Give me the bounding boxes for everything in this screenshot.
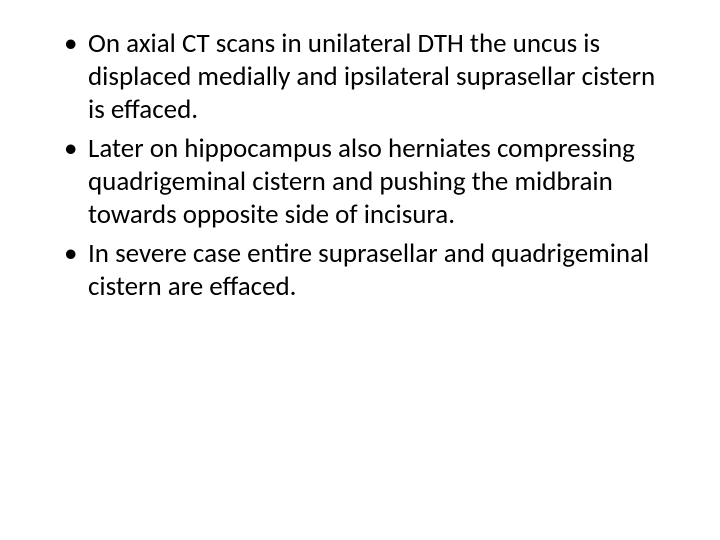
bullet-text: In severe case entire suprasellar and qu…	[88, 237, 649, 303]
bullet-text: Later on hippocampus also herniates comp…	[88, 132, 635, 231]
bullet-text: On axial CT scans in unilateral DTH the …	[88, 27, 655, 126]
list-item: On axial CT scans in unilateral DTH the …	[60, 28, 660, 127]
slide: On axial CT scans in unilateral DTH the …	[0, 0, 720, 540]
bullet-list: On axial CT scans in unilateral DTH the …	[60, 28, 660, 304]
list-item: Later on hippocampus also herniates comp…	[60, 133, 660, 232]
list-item: In severe case entire suprasellar and qu…	[60, 238, 660, 304]
